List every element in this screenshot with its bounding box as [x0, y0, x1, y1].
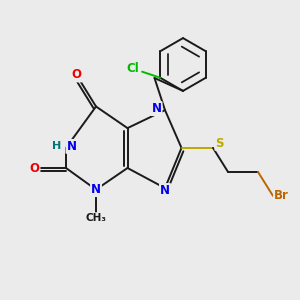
Text: N: N	[91, 183, 101, 196]
Text: N: N	[66, 140, 76, 153]
Text: S: S	[215, 137, 224, 150]
Text: N: N	[160, 184, 170, 197]
Text: Br: Br	[274, 189, 289, 203]
Text: CH₃: CH₃	[85, 213, 106, 223]
Text: H: H	[52, 141, 61, 152]
Text: Cl: Cl	[126, 62, 139, 75]
Text: O: O	[29, 161, 40, 175]
Text: O: O	[71, 68, 82, 82]
Text: N: N	[152, 102, 162, 115]
